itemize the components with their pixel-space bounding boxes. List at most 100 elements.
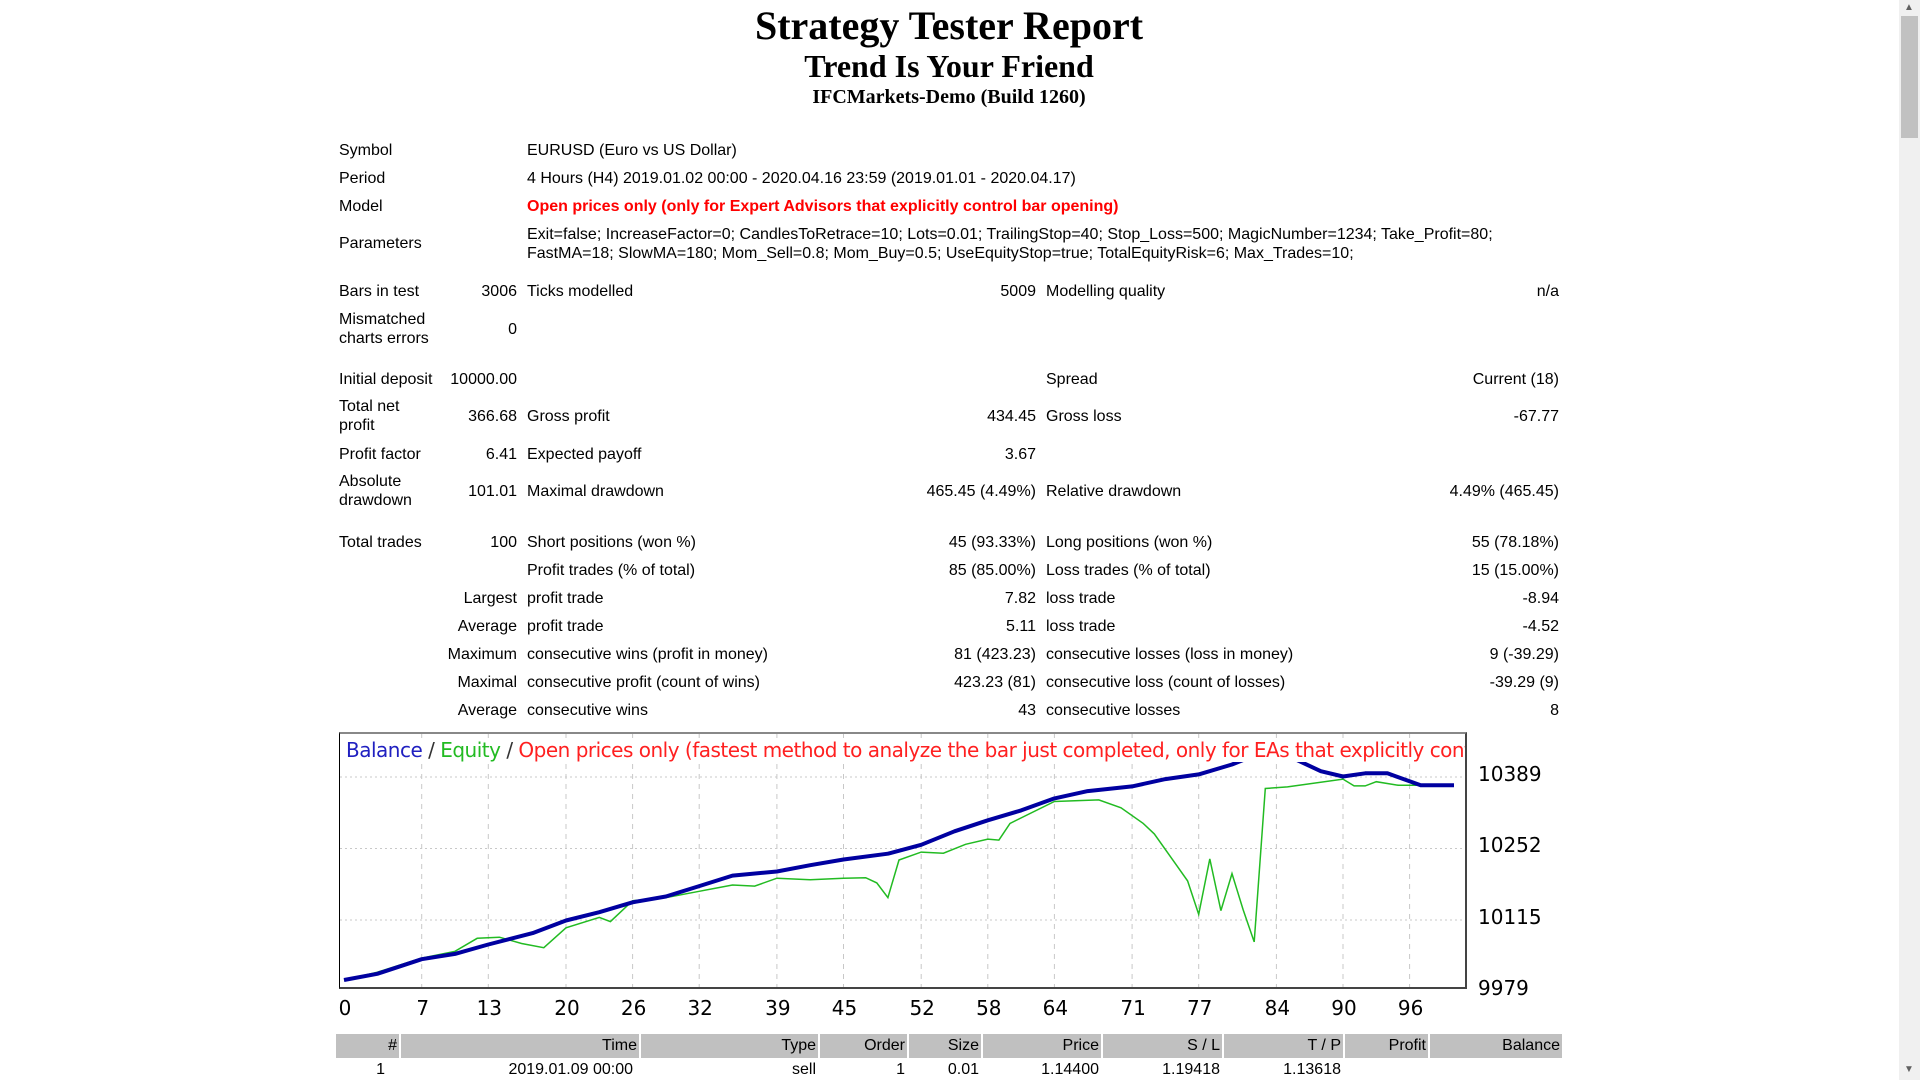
y-tick-label: 10252 xyxy=(1478,833,1542,858)
mismatch-value: 0 xyxy=(508,321,517,338)
table-row: 1 2019.01.09 00:00 sell 1 0.01 1.14400 1… xyxy=(336,1058,1562,1082)
cell-type: sell xyxy=(791,1061,816,1078)
cell-tp: 1.13618 xyxy=(1283,1061,1341,1078)
absolute-drawdown-label: Absolute drawdown xyxy=(339,473,412,509)
long-value: 55 (78.18%) xyxy=(1471,534,1559,551)
period-label: Period xyxy=(339,170,386,187)
x-tick-label: 71 xyxy=(1120,996,1146,1020)
y-tick-label: 10389 xyxy=(1478,761,1542,786)
chart-legend: Balance / Equity / Open prices only (fas… xyxy=(346,738,1467,762)
parameters-line-1: Exit=false; IncreaseFactor=0; CandlesToR… xyxy=(527,226,1493,243)
loss-trades-label: Loss trades (% of total) xyxy=(1046,562,1211,579)
legend-separator: / xyxy=(422,738,441,762)
total-trades-label: Total trades xyxy=(339,534,422,551)
col-order: Order xyxy=(820,1034,907,1058)
payoff-label: Expected payoff xyxy=(527,446,642,463)
mismatch-label: Mismatched charts errors xyxy=(339,311,429,347)
cell-balance xyxy=(1430,1058,1562,1082)
col-profit: Profit xyxy=(1345,1034,1428,1058)
quality-label: Modelling quality xyxy=(1046,283,1166,300)
average-profit-label: profit trade xyxy=(527,618,604,635)
absolute-drawdown-value: 101.01 xyxy=(468,483,517,500)
legend-separator: / xyxy=(500,738,519,762)
maximal-loss-label: consecutive loss (count of losses) xyxy=(1046,674,1286,691)
largest-label: Largest xyxy=(463,590,517,607)
max-losses-label: consecutive losses (loss in money) xyxy=(1046,646,1294,663)
model-value: Open prices only (only for Expert Adviso… xyxy=(527,198,1119,215)
scrollbar-thumb[interactable] xyxy=(1901,16,1918,138)
period-value: 4 Hours (H4) 2019.01.02 00:00 - 2020.04.… xyxy=(527,170,1076,187)
trades-header-row: # Time Type Order Size Price S / L T / P… xyxy=(336,1034,1562,1058)
bars-value: 3006 xyxy=(481,283,517,300)
cell-time: 2019.01.09 00:00 xyxy=(508,1061,633,1078)
x-tick-label: 39 xyxy=(765,996,791,1020)
avg-wins-value: 43 xyxy=(1018,702,1036,719)
cell-profit xyxy=(1345,1058,1428,1082)
symbol-value: EURUSD (Euro vs US Dollar) xyxy=(527,142,737,159)
max-wins-label: consecutive wins (profit in money) xyxy=(527,646,768,663)
largest-loss-label: loss trade xyxy=(1046,590,1116,607)
deposit-value: 10000.00 xyxy=(450,371,517,388)
bars-label: Bars in test xyxy=(339,283,420,300)
short-label: Short positions (won %) xyxy=(527,534,696,551)
largest-loss-value: -8.94 xyxy=(1522,590,1559,607)
col-time: Time xyxy=(401,1034,639,1058)
average-loss-label: loss trade xyxy=(1046,618,1116,635)
x-tick-label: 84 xyxy=(1264,996,1291,1020)
maximal-drawdown-label: Maximal drawdown xyxy=(527,483,664,500)
x-tick-label: 90 xyxy=(1331,996,1357,1020)
maximum-label: Maximum xyxy=(447,646,517,663)
largest-profit-value: 7.82 xyxy=(1004,590,1036,607)
scroll-up-arrow-icon[interactable]: ▲ xyxy=(1904,2,1914,13)
x-tick-label: 32 xyxy=(687,996,713,1020)
long-label: Long positions (won %) xyxy=(1046,534,1213,551)
x-tick-label: 26 xyxy=(620,996,647,1020)
quality-value: n/a xyxy=(1536,283,1559,300)
col-balance: Balance xyxy=(1430,1034,1562,1058)
trades-table: # Time Type Order Size Price S / L T / P… xyxy=(334,1034,1564,1082)
vertical-scrollbar[interactable]: ▲ ▼ xyxy=(1899,0,1920,1080)
scroll-down-arrow-icon[interactable]: ▼ xyxy=(1904,1064,1914,1075)
col-tp: T / P xyxy=(1224,1034,1343,1058)
average-loss-value: -4.52 xyxy=(1522,618,1559,635)
avg-losses-label: consecutive losses xyxy=(1046,702,1181,719)
avg-wins-label: consecutive wins xyxy=(527,702,648,719)
cell-order: 1 xyxy=(896,1061,905,1078)
server-build: IFCMarkets-Demo (Build 1260) xyxy=(812,86,1086,108)
equity-line xyxy=(343,778,1454,981)
y-tick-label: 9979 xyxy=(1478,976,1529,1000)
max-losses-value: 9 (-39.29) xyxy=(1489,646,1559,663)
report-title: Strategy Tester Report xyxy=(754,3,1144,48)
relative-drawdown-value: 4.49% (465.45) xyxy=(1449,483,1559,500)
col-sl: S / L xyxy=(1103,1034,1222,1058)
x-tick-label: 13 xyxy=(476,996,503,1020)
profit-factor-value: 6.41 xyxy=(485,446,517,463)
maximal-drawdown-value: 465.45 (4.49%) xyxy=(926,483,1036,500)
x-tick-label: 58 xyxy=(976,996,1002,1020)
col-number: # xyxy=(336,1034,399,1058)
cell-number: 1 xyxy=(376,1061,385,1078)
spread-value: Current (18) xyxy=(1472,371,1559,388)
x-tick-label: 96 xyxy=(1397,996,1424,1020)
model-label: Model xyxy=(339,198,383,215)
gross-profit-value: 434.45 xyxy=(987,408,1036,425)
gross-loss-value: -67.77 xyxy=(1513,408,1559,425)
chart-plot xyxy=(340,734,1465,987)
average-consecutive-label: Average xyxy=(457,702,517,719)
cell-price: 1.14400 xyxy=(1041,1061,1099,1078)
x-tick-label: 45 xyxy=(831,996,858,1020)
col-size: Size xyxy=(909,1034,981,1058)
average-profit-value: 5.11 xyxy=(1006,618,1036,635)
legend-model: Open prices only (fastest method to anal… xyxy=(518,738,1467,762)
payoff-value: 3.67 xyxy=(1004,446,1036,463)
net-profit-label: Total net profit xyxy=(339,398,400,434)
maximal-label: Maximal xyxy=(457,674,517,691)
average-label: Average xyxy=(457,618,517,635)
net-profit-value: 366.68 xyxy=(468,408,517,425)
balance-equity-chart: Balance / Equity / Open prices only (fas… xyxy=(339,732,1467,989)
ticks-value: 5009 xyxy=(1000,283,1036,300)
maximal-profit-label: consecutive profit (count of wins) xyxy=(527,674,760,691)
profit-trades-value: 85 (85.00%) xyxy=(948,562,1036,579)
maximal-profit-value: 423.23 (81) xyxy=(954,674,1036,691)
short-value: 45 (93.33%) xyxy=(948,534,1036,551)
